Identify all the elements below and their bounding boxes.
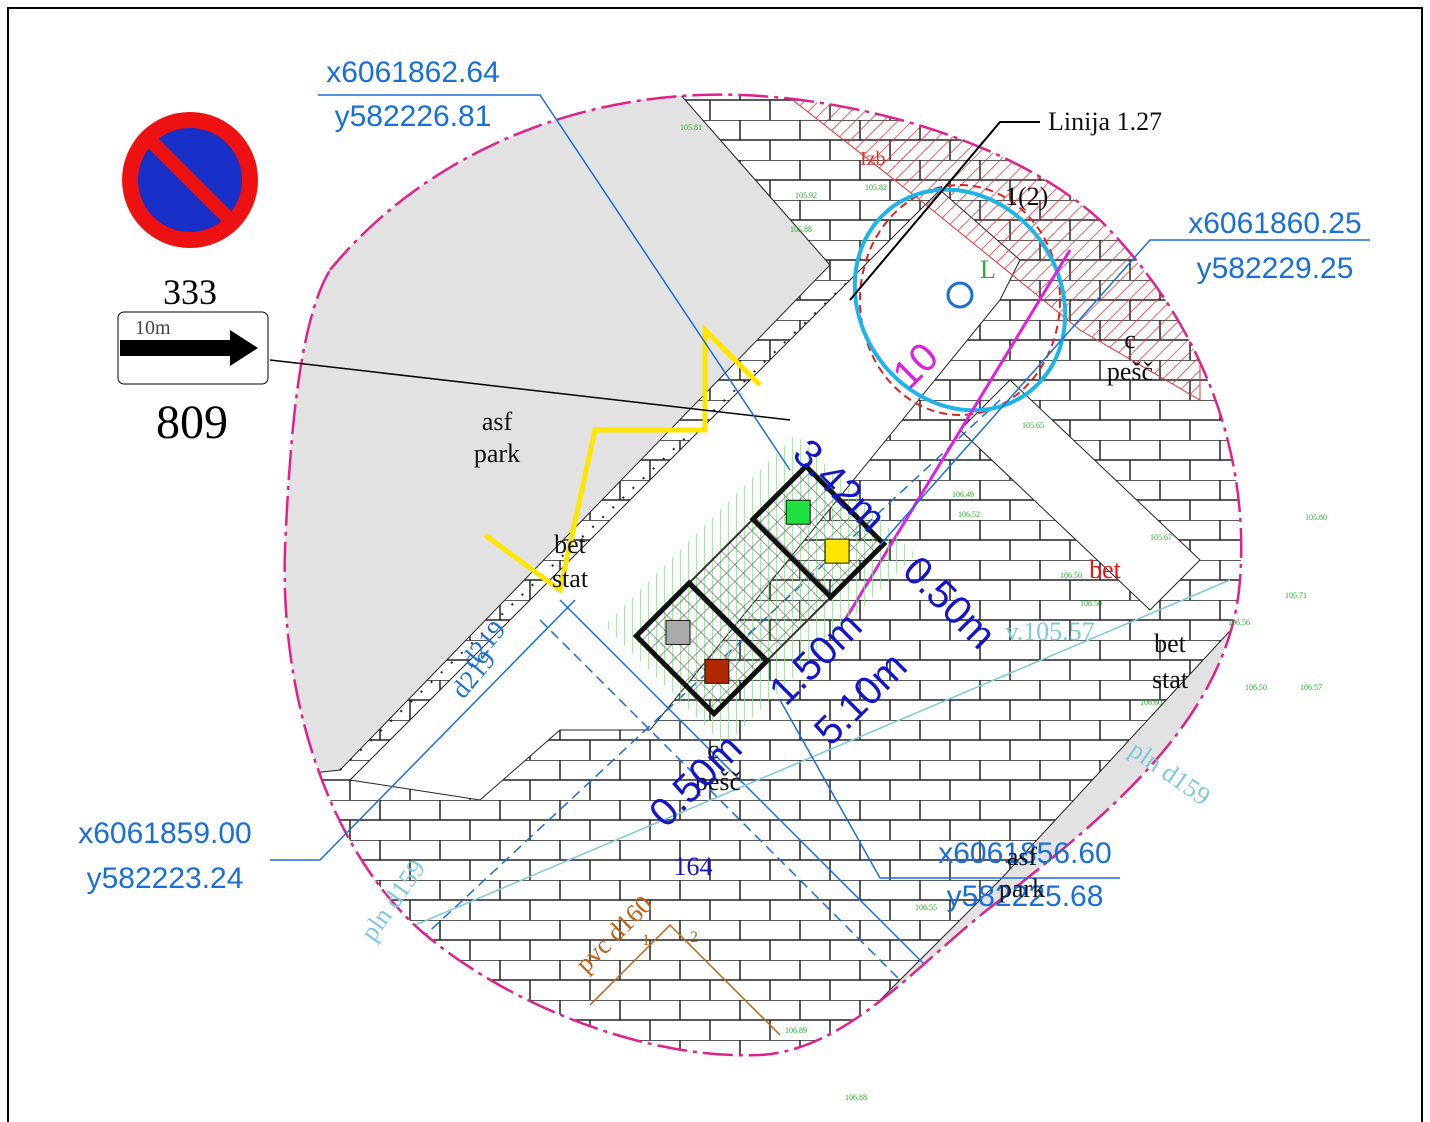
boundary — [283, 93, 1243, 1057]
sign-number: 333 — [163, 272, 217, 312]
marker — [785, 499, 811, 525]
leader — [270, 599, 576, 861]
elevation: 106.89 — [785, 1026, 807, 1035]
grate-left — [632, 579, 771, 718]
coord-x: x6061860.25 — [1188, 207, 1362, 240]
elevation: 106.49 — [952, 490, 974, 499]
line-label: Linija 1.27 — [1048, 107, 1162, 136]
level-label: v.105.57 — [1005, 617, 1094, 646]
elevation: 105.60 — [1305, 513, 1327, 522]
stat-label: stat — [552, 564, 589, 593]
izb-label: Izb — [860, 148, 886, 170]
bet-label: bet — [554, 530, 587, 559]
elevations: 105.81 105.82 105.92 105.88 105.65 106.49 106.… — [680, 123, 1327, 1102]
crown — [852, 187, 1068, 413]
leader — [879, 239, 1370, 546]
leader — [779, 699, 1120, 879]
leader — [318, 94, 791, 471]
sign: 333 10m 809 — [117, 112, 791, 449]
plate-number: 809 — [156, 396, 228, 449]
elevation: 106.52 — [958, 510, 980, 519]
crossing — [959, 379, 1201, 611]
pvc-line — [589, 923, 781, 1036]
elevation: 105.67 — [1150, 533, 1172, 542]
elevation: 106.88 — [845, 1093, 867, 1102]
parking-left — [284, 94, 831, 781]
sign-bar — [145, 135, 235, 225]
elevation: 106.50 — [1245, 683, 1267, 692]
elevation: 106.55 — [915, 903, 937, 912]
pesc-label: pešč — [1107, 357, 1153, 386]
elevation: 105.71 — [1285, 591, 1307, 600]
elevation: 106.56 — [1228, 618, 1250, 627]
arrow — [120, 330, 258, 366]
asf-label: asf — [1007, 842, 1038, 871]
grate-right — [749, 462, 888, 601]
point-label: 1 — [642, 932, 650, 949]
tree-type: L — [980, 255, 996, 284]
leader — [849, 121, 1040, 301]
zigzag — [483, 323, 762, 595]
point-label: 2 — [690, 929, 698, 946]
coord-x: x6061856.60 — [938, 837, 1112, 870]
pipe — [419, 399, 1001, 941]
coord-y: y582229.25 — [1197, 252, 1354, 285]
elevation: 106.50 — [1080, 599, 1102, 608]
elevation: 106.50 — [1060, 571, 1082, 580]
bet-label: bet — [1089, 555, 1122, 584]
coord-y: y582226.81 — [335, 100, 492, 133]
elevation: 105.81 — [680, 123, 702, 132]
elevation: 106.60 — [1140, 698, 1162, 707]
hatched-zone — [778, 94, 1201, 401]
elevation: 105.88 — [790, 225, 812, 234]
drain — [379, 579, 1231, 941]
marker — [704, 658, 730, 684]
coord-y: y582225.68 — [947, 880, 1104, 913]
number-label: 164 — [674, 852, 713, 881]
grate — [604, 434, 916, 746]
elevation: 106.57 — [1300, 683, 1322, 692]
pipe — [559, 599, 981, 1021]
marker — [665, 619, 691, 645]
park-label: park — [999, 874, 1045, 903]
elevation: 105.65 — [1022, 421, 1044, 430]
coord-x: x6061859.00 — [78, 817, 252, 850]
coord-x: x6061862.64 — [326, 56, 500, 89]
coord-y: y582223.24 — [87, 862, 244, 895]
c-label: c — [1124, 325, 1136, 354]
stat-label: stat — [1152, 665, 1189, 694]
elevation: 105.82 — [865, 183, 887, 192]
bet-label: bet — [1154, 629, 1187, 658]
pesc-label: pešč — [695, 767, 741, 796]
pipe — [539, 619, 961, 1041]
tree-label: 1(2) — [1005, 182, 1048, 211]
tree-symbol — [946, 281, 974, 309]
road — [348, 189, 1021, 801]
arrow-label: 10m — [135, 317, 171, 339]
c-label: c — [707, 735, 719, 764]
elevation: 105.92 — [795, 191, 817, 200]
park-label: park — [474, 439, 520, 468]
tree-zone — [859, 184, 1061, 416]
leader — [269, 359, 791, 421]
leaders — [270, 94, 1370, 879]
marker — [824, 538, 850, 564]
asf-label: asf — [482, 407, 513, 436]
